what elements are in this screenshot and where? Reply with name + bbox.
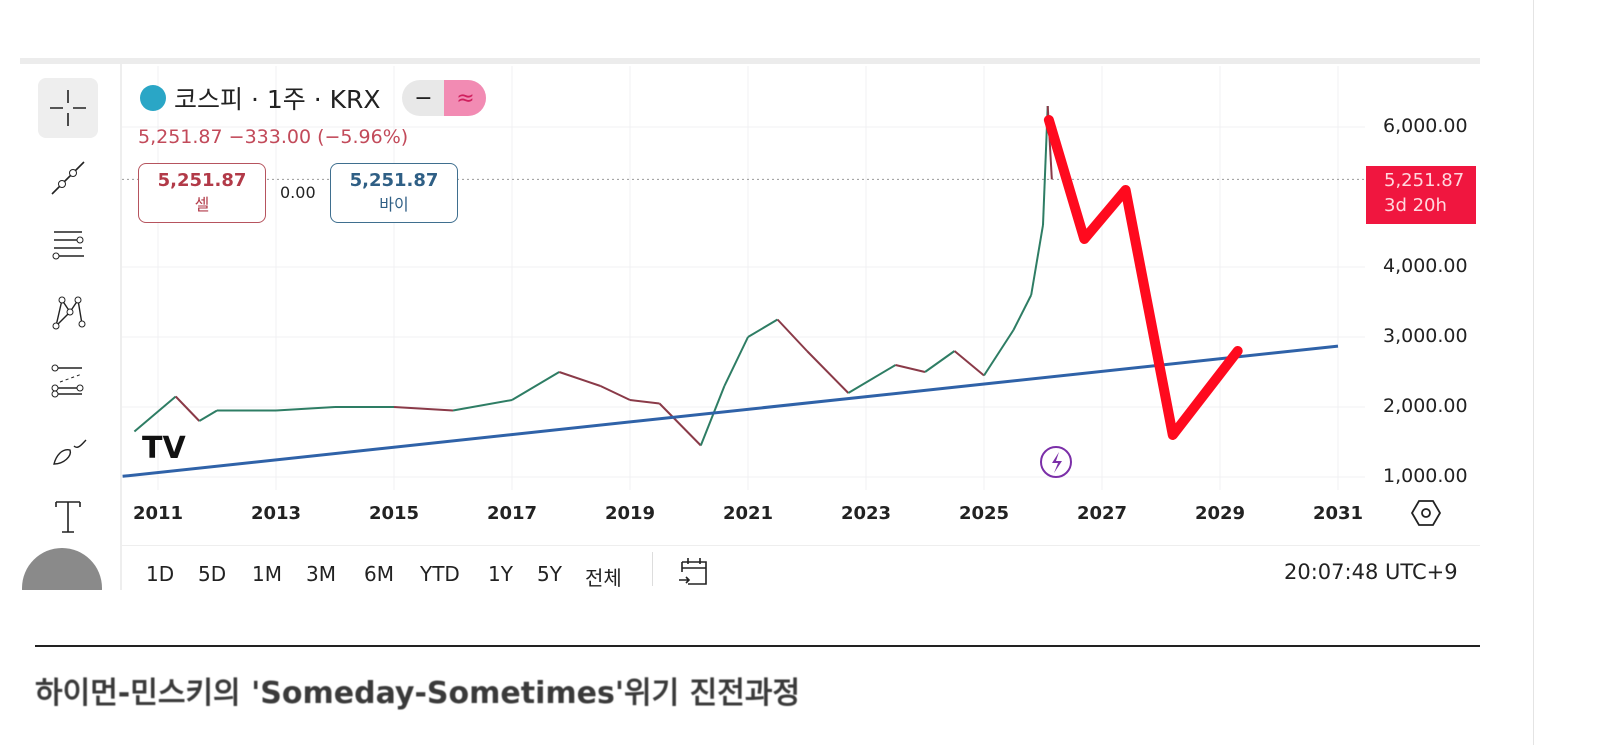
fib-retracement-icon[interactable] <box>38 214 98 274</box>
projection-icon[interactable] <box>38 350 98 410</box>
price-segment <box>806 350 850 394</box>
price-segment <box>847 364 897 394</box>
y-tick-label: 3,000.00 <box>1383 325 1468 347</box>
price-segment <box>699 385 726 446</box>
symbol-title[interactable]: 코스피 · 1주 · KRX <box>174 85 381 114</box>
x-tick-label: 2031 <box>1312 503 1364 524</box>
x-tick-label: 2021 <box>722 503 774 524</box>
price-segment <box>983 329 1015 377</box>
buy-button[interactable]: 5,251.87 바이 <box>330 163 458 223</box>
range-button-YTD[interactable]: YTD <box>420 562 460 586</box>
settings-icon[interactable] <box>1410 498 1442 532</box>
page-divider <box>1533 0 1534 745</box>
kospi-logo-icon <box>140 85 166 111</box>
lightning-bolt <box>1052 452 1062 473</box>
trendline-icon[interactable] <box>38 148 98 208</box>
price-segment <box>1012 294 1033 331</box>
price-segment <box>658 402 702 447</box>
crosshair-icon[interactable] <box>38 78 98 138</box>
price-segment <box>747 318 779 338</box>
sell-price: 5,251.87 <box>157 170 247 191</box>
symbol-legend: 코스피 · 1주 · KRX − ≈ <box>140 80 487 116</box>
drawing-toolbar <box>20 64 122 590</box>
buy-price: 5,251.87 <box>349 170 439 191</box>
price-segment <box>393 406 454 412</box>
x-tick-label: 2013 <box>250 503 302 524</box>
range-button-6M[interactable]: 6M <box>364 562 394 586</box>
text-icon[interactable] <box>38 486 98 546</box>
range-button-1D[interactable]: 1D <box>146 562 175 586</box>
toggle-left[interactable]: − <box>414 85 433 111</box>
price-segment <box>924 350 956 373</box>
x-tick-label: 2029 <box>1194 503 1246 524</box>
y-tick-label: 2,000.00 <box>1383 395 1468 417</box>
price-segment <box>1030 224 1044 296</box>
pattern-icon[interactable] <box>38 282 98 342</box>
range-button-5Y[interactable]: 5Y <box>537 562 562 586</box>
price-segment <box>275 406 336 412</box>
chart-mode-toggle[interactable]: − ≈ <box>402 80 487 116</box>
x-tick-label: 2023 <box>840 503 892 524</box>
price-segment <box>600 385 631 401</box>
toggle-right[interactable]: ≈ <box>444 80 487 116</box>
x-tick-label: 2019 <box>604 503 656 524</box>
sell-label: 셀 <box>194 195 210 214</box>
last-price-tag: 5,251.87 3d 20h <box>1366 166 1476 224</box>
bar-countdown: 3d 20h <box>1384 195 1447 216</box>
caption-heading: 하이먼-민스키의 'Someday-Sometimes'위기 진전과정 <box>35 676 801 711</box>
hand-drawn-annotation <box>1043 115 1243 440</box>
chart-frame <box>20 58 1480 596</box>
sell-button[interactable]: 5,251.87 셀 <box>138 163 266 223</box>
trendline <box>122 344 1339 478</box>
bottom-bar <box>122 545 1480 591</box>
price-segment <box>558 371 601 387</box>
x-tick-label: 2011 <box>132 503 184 524</box>
price-segment <box>723 336 749 387</box>
range-button-전체[interactable]: 전체 <box>585 566 622 590</box>
price-segment <box>895 364 926 373</box>
spread: 0.00 <box>280 183 316 202</box>
x-tick-label: 2027 <box>1076 503 1128 524</box>
clock[interactable]: 20:07:48 UTC+9 <box>1284 560 1458 584</box>
range-button-1Y[interactable]: 1Y <box>488 562 513 586</box>
x-tick-label: 2015 <box>368 503 420 524</box>
price-segment <box>511 371 560 401</box>
x-tick-label: 2025 <box>958 503 1010 524</box>
goto-date-icon[interactable] <box>676 554 712 592</box>
range-button-1M[interactable]: 1M <box>252 562 282 586</box>
last-price: 5,251.87 <box>1384 170 1465 191</box>
price-segment <box>452 399 513 412</box>
price-segment <box>198 409 218 422</box>
price-segment <box>776 318 808 352</box>
range-button-3M[interactable]: 3M <box>306 562 336 586</box>
x-tick-label: 2017 <box>486 503 538 524</box>
y-tick-label: 6,000.00 <box>1383 115 1468 137</box>
price-segment <box>629 399 660 405</box>
y-tick-label: 4,000.00 <box>1383 255 1468 277</box>
price-change: 5,251.87 −333.00 (−5.96%) <box>138 126 409 148</box>
bottom-divider <box>652 552 653 586</box>
y-tick-label: 1,000.00 <box>1383 465 1468 487</box>
buy-label: 바이 <box>379 195 409 214</box>
brush-icon[interactable] <box>38 418 98 478</box>
price-segment <box>953 350 985 377</box>
range-button-5D[interactable]: 5D <box>198 562 227 586</box>
tradingview-logo: TV <box>142 431 186 466</box>
price-segment <box>174 395 201 422</box>
section-rule <box>35 645 1480 647</box>
price-segment <box>133 395 177 433</box>
lightning-icon <box>1040 446 1072 478</box>
